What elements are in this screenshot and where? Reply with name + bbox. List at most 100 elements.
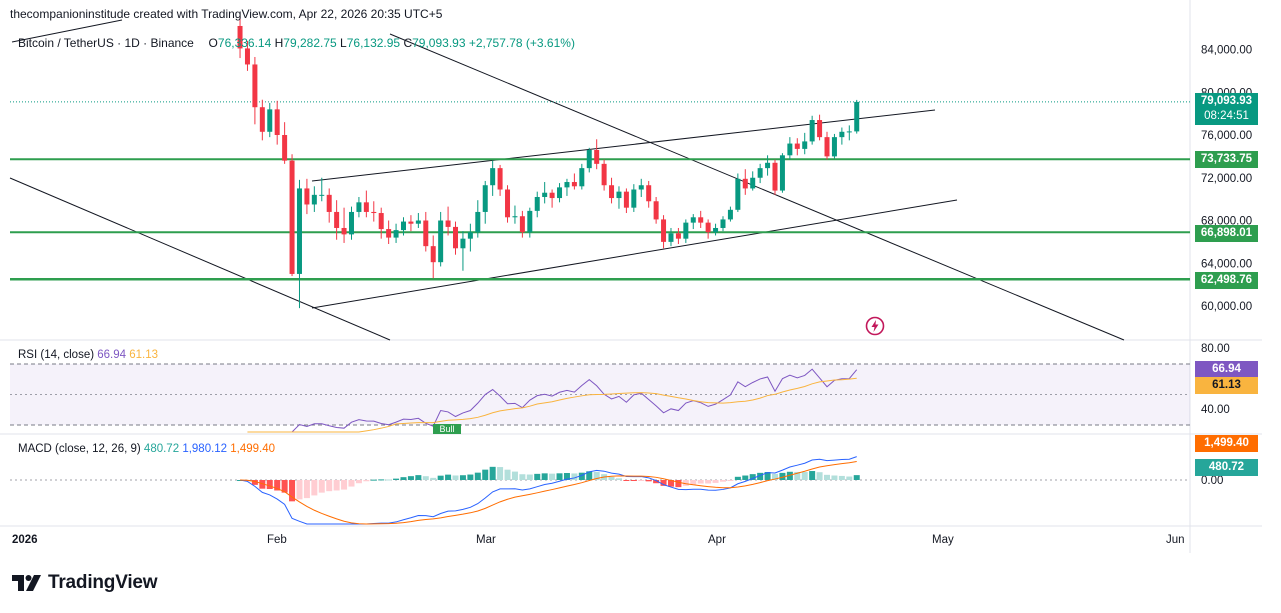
candle[interactable] (304, 178, 310, 215)
candle[interactable] (311, 186, 317, 212)
candle[interactable] (497, 164, 503, 196)
candle[interactable] (571, 173, 577, 190)
candle[interactable] (757, 163, 763, 184)
candle[interactable] (735, 173, 741, 212)
trendlines[interactable] (9, 19, 1125, 341)
candle[interactable] (267, 102, 273, 138)
trendline-desc-upper (389, 33, 1125, 341)
candle[interactable] (296, 179, 302, 309)
flash-icon[interactable] (865, 316, 885, 336)
candle[interactable] (505, 185, 511, 223)
candle[interactable] (445, 206, 451, 236)
candle[interactable] (259, 99, 265, 141)
candle[interactable] (274, 100, 280, 145)
candle[interactable] (542, 182, 548, 204)
candle[interactable] (401, 217, 406, 236)
candle[interactable] (646, 180, 652, 208)
candle[interactable] (638, 178, 644, 197)
candle[interactable] (839, 127, 845, 145)
candle[interactable] (824, 131, 830, 160)
candle[interactable] (720, 216, 726, 232)
candle[interactable] (252, 56, 258, 125)
candle[interactable] (831, 133, 837, 159)
candle[interactable] (378, 207, 384, 239)
candle[interactable] (809, 115, 815, 145)
candle[interactable] (579, 163, 585, 190)
candle[interactable] (802, 132, 808, 155)
candle[interactable] (787, 137, 793, 160)
candle[interactable] (244, 40, 250, 71)
symbol-name[interactable]: Bitcoin / TetherUS · 1D · Binance (18, 36, 194, 50)
macd-histogram-bar (526, 474, 533, 480)
candle[interactable] (609, 177, 615, 204)
candle[interactable] (319, 177, 325, 202)
candle[interactable] (482, 180, 488, 224)
candle[interactable] (698, 210, 704, 228)
candle[interactable] (794, 138, 800, 156)
tradingview-logo[interactable]: TradingView (12, 572, 158, 594)
candle[interactable] (334, 200, 340, 240)
candle[interactable] (453, 221, 459, 255)
candle[interactable] (742, 169, 748, 195)
candle[interactable] (423, 211, 429, 252)
candle[interactable] (779, 153, 785, 193)
candle[interactable] (683, 219, 689, 243)
candle[interactable] (363, 190, 369, 218)
candle[interactable] (661, 215, 667, 249)
candle[interactable] (371, 201, 377, 222)
candle[interactable] (631, 184, 637, 212)
candle[interactable] (490, 160, 496, 196)
candle[interactable] (237, 16, 243, 59)
candle[interactable] (675, 227, 681, 245)
candle[interactable] (690, 214, 696, 230)
candle[interactable] (854, 99, 860, 134)
candle[interactable] (408, 215, 414, 232)
candle[interactable] (467, 223, 473, 252)
candle[interactable] (586, 147, 592, 173)
candle[interactable] (386, 220, 392, 245)
candle[interactable] (846, 125, 852, 141)
candle[interactable] (772, 159, 778, 195)
candle[interactable] (341, 207, 347, 243)
candle[interactable] (534, 191, 540, 218)
candle[interactable] (326, 188, 332, 223)
time-axis[interactable]: 2026 Feb Mar Apr May Jun (12, 534, 1185, 546)
candle[interactable] (415, 213, 421, 228)
candle[interactable] (653, 196, 659, 224)
rsi-legend[interactable]: RSI (14, close) 66.94 61.13 (18, 349, 158, 361)
candle[interactable] (282, 122, 288, 164)
candle[interactable] (557, 183, 563, 203)
candle[interactable] (512, 205, 518, 224)
candle[interactable] (289, 154, 295, 277)
macd-histogram-bar (326, 480, 333, 492)
candle[interactable] (438, 211, 444, 267)
candle[interactable] (519, 210, 525, 238)
candle[interactable] (475, 200, 481, 238)
candle[interactable] (527, 207, 533, 238)
candle[interactable] (430, 235, 436, 279)
macd-hist-tag: 480.72 (1195, 459, 1258, 476)
candle[interactable] (705, 219, 711, 239)
candle[interactable] (356, 196, 362, 218)
candle[interactable] (817, 114, 823, 141)
candle[interactable] (668, 227, 674, 247)
macd-legend[interactable]: MACD (close, 12, 26, 9) 480.72 1,980.12 … (18, 443, 275, 455)
candle[interactable] (616, 186, 622, 209)
candle[interactable] (727, 206, 733, 222)
candle[interactable] (393, 223, 399, 243)
candle[interactable] (549, 189, 555, 208)
macd-axis-label: 0.00 (1201, 475, 1223, 487)
candle[interactable] (623, 188, 629, 214)
candle[interactable] (460, 231, 466, 271)
candle[interactable] (750, 171, 756, 191)
candle[interactable] (564, 178, 570, 196)
symbol-legend[interactable]: Bitcoin / TetherUS · 1D · Binance O76,33… (18, 36, 575, 50)
candle[interactable] (713, 223, 719, 236)
candles[interactable] (237, 16, 860, 309)
candle[interactable] (594, 139, 600, 170)
candle[interactable] (348, 206, 354, 240)
candle[interactable] (765, 155, 771, 176)
candle[interactable] (601, 159, 607, 191)
horizontal-levels[interactable] (10, 158, 1190, 281)
